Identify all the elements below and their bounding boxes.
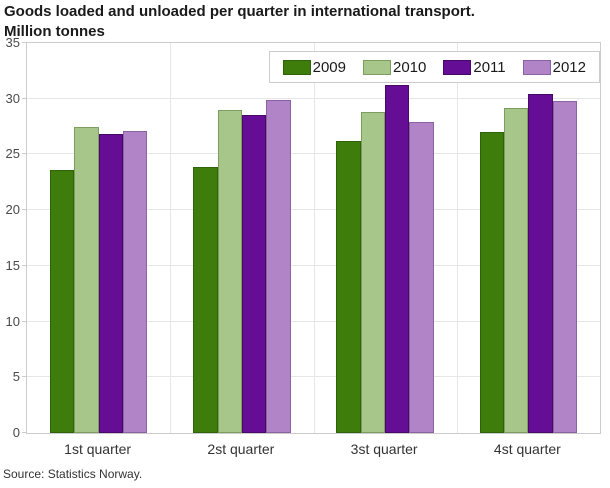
gridline-x-1 [170, 43, 172, 433]
legend-label-2012: 2012 [552, 58, 586, 76]
x-category-label-4: 4st quarter [493, 441, 561, 457]
y-tick-label-10: 10 [5, 313, 20, 329]
y-tick-label-0: 0 [12, 425, 20, 440]
source-note: Source: Statistics Norway. [3, 467, 143, 481]
y-tick-label-5: 5 [12, 369, 20, 385]
y-tick-label-30: 30 [5, 90, 20, 106]
bar-2011-3st-quarter[interactable] [385, 85, 410, 433]
bar-2012-3st-quarter[interactable] [409, 122, 434, 433]
legend-label-2010: 2010 [392, 58, 427, 76]
legend-item-2012[interactable]: 2012 [522, 58, 586, 76]
y-tick-mark-35 [22, 42, 26, 43]
legend-item-2011[interactable]: 2011 [443, 58, 506, 76]
gridline-x-2 [313, 43, 315, 433]
y-tick-mark-5 [22, 376, 26, 378]
bar-2009-3st-quarter[interactable] [336, 141, 361, 433]
y-tick-mark-0 [22, 432, 26, 433]
y-tick-label-25: 25 [5, 146, 20, 162]
y-tick-label-20: 20 [5, 202, 20, 218]
bar-2009-2st-quarter[interactable] [193, 166, 218, 433]
legend-swatch-2011 [443, 59, 472, 75]
bar-2009-4st-quarter[interactable] [479, 132, 504, 433]
y-tick-mark-10 [22, 320, 26, 322]
chart-title-line1: Goods loaded and unloaded per quarter in… [4, 3, 475, 20]
legend-item-2009[interactable]: 2009 [282, 58, 346, 76]
y-tick-label-15: 15 [5, 257, 20, 273]
bar-2011-4st-quarter[interactable] [528, 94, 553, 433]
bar-2011-2st-quarter[interactable] [241, 115, 267, 433]
bar-2010-1st-quarter[interactable] [74, 126, 99, 433]
plot-area [26, 42, 601, 434]
y-tick-mark-20 [22, 209, 26, 211]
chart-title-line2: Million tonnes [4, 23, 105, 40]
x-category-label-2: 2st quarter [207, 441, 275, 457]
legend-swatch-2010 [362, 59, 391, 75]
bar-2010-4st-quarter[interactable] [504, 107, 529, 433]
y-tick-mark-25 [22, 153, 26, 155]
bar-2012-2st-quarter[interactable] [266, 99, 291, 433]
y-tick-label-35: 35 [5, 35, 20, 50]
chart-title: Goods loaded and unloaded per quarter in… [4, 2, 475, 42]
bar-2012-4st-quarter[interactable] [552, 100, 578, 433]
legend: 2009 2010 2011 2012 [268, 51, 600, 83]
bar-2011-1st-quarter[interactable] [98, 134, 123, 433]
x-category-label-1: 1st quarter [64, 441, 132, 457]
legend-label-2009: 2009 [312, 58, 346, 76]
legend-swatch-2012 [522, 59, 551, 75]
legend-item-2010[interactable]: 2010 [362, 58, 427, 76]
bar-2009-1st-quarter[interactable] [49, 170, 75, 433]
y-tick-mark-15 [22, 264, 26, 266]
x-category-label-3: 3st quarter [350, 441, 418, 457]
bar-2010-3st-quarter[interactable] [360, 112, 386, 433]
bar-2010-2st-quarter[interactable] [217, 109, 242, 433]
legend-label-2011: 2011 [473, 58, 506, 76]
y-tick-mark-30 [22, 97, 26, 99]
gridline-x-3 [456, 43, 458, 433]
bar-2012-1st-quarter[interactable] [122, 131, 148, 433]
legend-swatch-2009 [282, 59, 311, 75]
